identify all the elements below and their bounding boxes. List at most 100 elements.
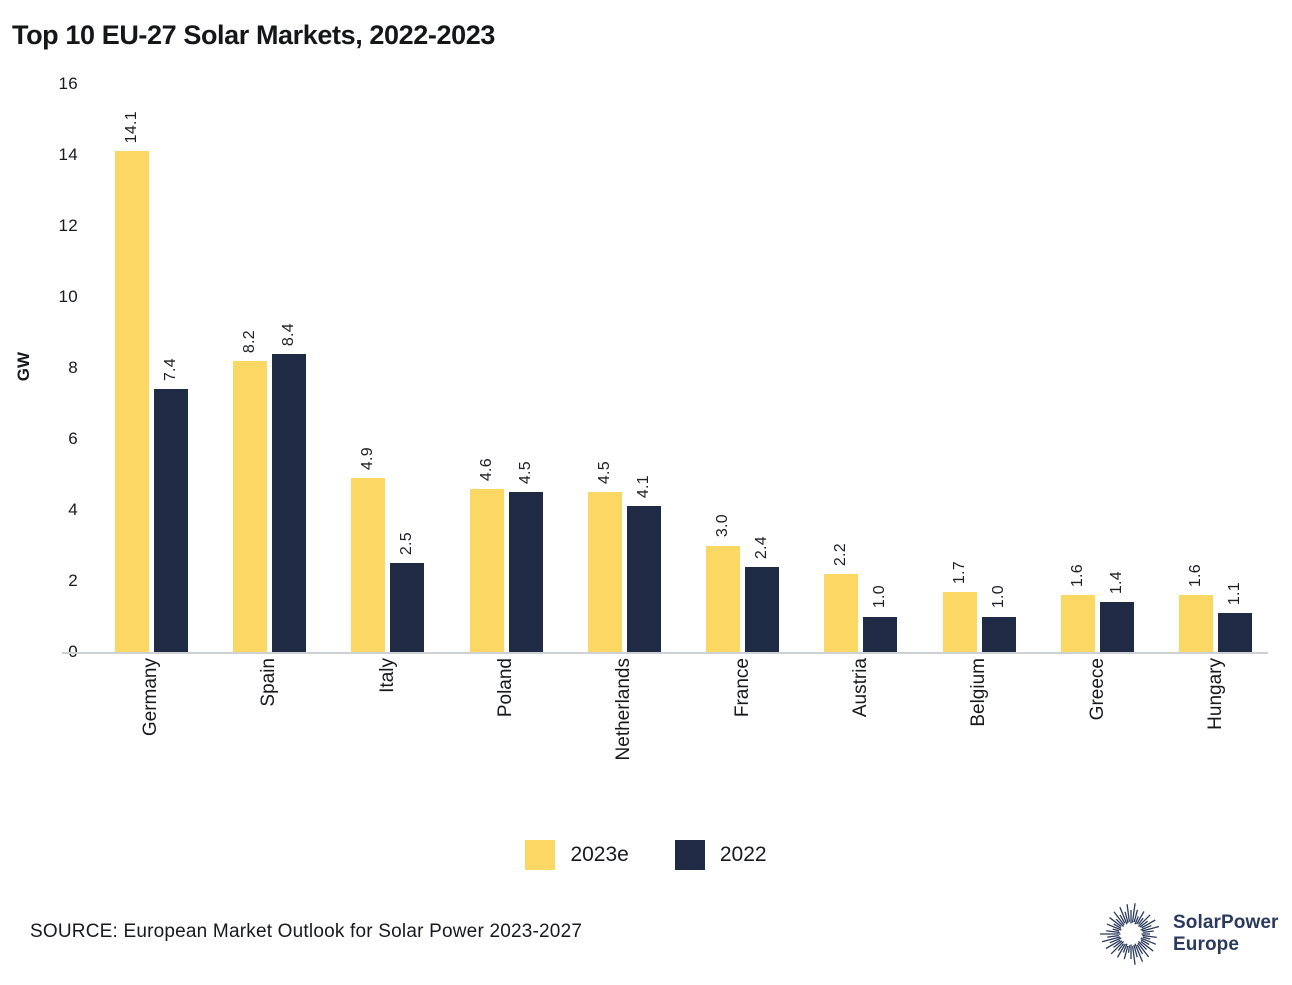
bar-group-austria: 2.2 1.0	[802, 84, 920, 652]
x-tick-cell: Greece	[1038, 658, 1156, 808]
bar-2023e-austria	[824, 573, 859, 652]
bar-group-germany: 14.1 7.4	[92, 84, 210, 652]
legend-swatch-2023e	[525, 840, 556, 870]
bar-2023e-poland	[469, 488, 504, 652]
bar-2022-netherlands	[626, 506, 661, 652]
bar-2022-belgium	[981, 616, 1016, 652]
legend-swatch-2022	[674, 840, 705, 870]
logo-text: SolarPower Europe	[1173, 912, 1279, 955]
bar-2022-germany	[153, 389, 188, 652]
bar-value-label: 2.4	[753, 535, 771, 559]
bar-wrap: 1.0	[981, 84, 1016, 652]
bar-wrap: 7.4	[153, 84, 188, 652]
legend-item-2023e: 2023e	[525, 840, 629, 870]
bar-wrap: 4.6	[469, 84, 504, 652]
x-tick-label-austria: Austria	[849, 658, 871, 718]
chart-legend: 2023e 2022	[0, 840, 1292, 870]
bar-2022-spain	[271, 353, 306, 652]
bar-value-label: 4.5	[595, 461, 613, 485]
bar-2022-greece	[1100, 602, 1135, 652]
y-tick-label: 0	[68, 642, 78, 661]
bar-wrap: 2.5	[390, 84, 425, 652]
y-axis-label: GW	[14, 352, 33, 382]
bar-value-label: 1.4	[1108, 571, 1126, 595]
bar-value-label: 1.6	[1069, 564, 1087, 588]
bar-group-italy: 4.9 2.5	[329, 84, 447, 652]
plot-area: 14.1 7.4 8.2 8.4 4.9 2.5 4.6 4.5 4.5 4.1 3.0 2.4 2.2…	[92, 84, 1275, 652]
bar-value-label: 8.4	[279, 322, 297, 346]
y-tick-label: 4	[68, 500, 78, 519]
bar-wrap: 4.9	[351, 84, 386, 652]
bar-value-label-holder: 1.0	[982, 585, 1016, 608]
solarpower-logo: SolarPower Europe	[1098, 901, 1279, 967]
y-tick-label: 16	[58, 74, 78, 93]
y-axis: 0 2 4 6 8 10 12 14 16	[0, 74, 84, 661]
x-tick-cell: Spain	[210, 658, 328, 808]
bar-value-label: 4.1	[634, 475, 652, 499]
bar-value-label: 1.7	[950, 560, 968, 584]
bar-2022-hungary	[1218, 612, 1253, 652]
legend-item-2022: 2022	[674, 840, 767, 870]
bar-value-label: 7.4	[161, 358, 179, 382]
x-tick-cell: Austria	[802, 658, 920, 808]
bar-value-label: 4.5	[516, 461, 534, 485]
bar-wrap: 1.6	[1061, 84, 1096, 652]
x-axis-labels: Germany Spain Italy Poland Netherlands France…	[92, 658, 1275, 808]
bar-wrap: 14.1	[114, 84, 149, 652]
bar-value-label: 4.9	[359, 446, 377, 471]
y-tick-label: 6	[68, 429, 78, 448]
x-tick-cell: Italy	[329, 658, 447, 808]
bar-value-label-holder: 1.7	[943, 561, 977, 584]
bar-2022-italy	[390, 563, 425, 652]
x-tick-label-belgium: Belgium	[968, 658, 990, 727]
bar-2023e-france	[706, 545, 741, 652]
bar-value-label: 3.0	[714, 514, 732, 538]
x-tick-label-spain: Spain	[258, 658, 280, 707]
bar-group-belgium: 1.7 1.0	[920, 84, 1038, 652]
bar-value-label-holder: 1.6	[1061, 564, 1095, 587]
logo-text-line1: SolarPower	[1173, 912, 1279, 934]
bar-value-label-holder: 4.5	[588, 461, 622, 484]
x-tick-cell: Netherlands	[565, 658, 683, 808]
x-tick-label-poland: Poland	[495, 658, 517, 718]
bar-wrap: 8.4	[271, 84, 306, 652]
x-tick-cell: France	[683, 658, 801, 808]
x-tick-cell: Poland	[447, 658, 565, 808]
bar-value-label-holder: 4.6	[470, 458, 504, 481]
logo-text-line2: Europe	[1173, 934, 1240, 955]
bar-wrap: 3.0	[706, 84, 741, 652]
bar-2023e-greece	[1061, 595, 1096, 652]
y-tick-label: 2	[68, 571, 78, 590]
bar-2023e-hungary	[1179, 595, 1214, 652]
bar-group-france: 3.0 2.4	[683, 84, 801, 652]
bar-value-label-holder: 2.4	[745, 536, 779, 559]
bar-value-label-holder: 1.4	[1100, 571, 1134, 594]
bar-value-label-holder: 7.4	[154, 358, 188, 381]
bar-2022-austria	[863, 616, 898, 652]
bar-value-label: 4.6	[477, 457, 495, 481]
bar-group-poland: 4.6 4.5	[447, 84, 565, 652]
bar-group-greece: 1.6 1.4	[1038, 84, 1156, 652]
bar-value-label-holder: 2.5	[390, 532, 424, 555]
bar-wrap: 1.0	[863, 84, 898, 652]
bar-value-label-holder: 4.9	[351, 447, 385, 470]
bar-2023e-germany	[114, 151, 149, 652]
bar-wrap: 1.1	[1218, 84, 1253, 652]
bar-wrap: 8.2	[232, 84, 267, 652]
bar-wrap: 2.4	[745, 84, 780, 652]
bar-value-label-holder: 8.4	[272, 323, 306, 346]
bar-value-label-holder: 8.2	[233, 330, 267, 353]
bar-value-label: 1.1	[1226, 581, 1244, 605]
bar-2023e-spain	[232, 360, 267, 652]
x-tick-label-france: France	[731, 658, 753, 718]
x-tick-cell: Belgium	[920, 658, 1038, 808]
bar-wrap: 1.6	[1179, 84, 1214, 652]
y-tick-label: 14	[58, 145, 78, 164]
y-tick-label: 8	[68, 358, 78, 377]
bar-value-label-holder: 1.1	[1218, 582, 1252, 605]
bar-value-label-holder: 2.2	[824, 543, 858, 566]
x-tick-cell: Hungary	[1157, 658, 1275, 808]
bar-wrap: 4.5	[508, 84, 543, 652]
legend-label-2023e: 2023e	[570, 843, 629, 866]
bar-2022-poland	[508, 492, 543, 652]
